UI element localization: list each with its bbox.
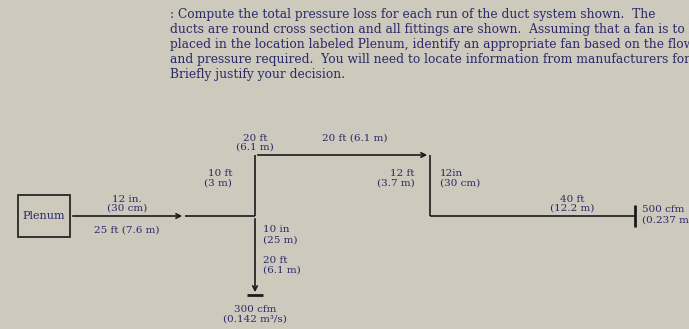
Text: Plenum: Plenum: [23, 211, 65, 221]
Text: 12in: 12in: [440, 168, 463, 178]
Bar: [18, 195, 70, 237]
Text: 10 ft: 10 ft: [207, 168, 232, 178]
Text: 25 ft (7.6 m): 25 ft (7.6 m): [94, 226, 160, 235]
Text: (0.237 m³/s): (0.237 m³/s): [642, 215, 689, 224]
Text: 10 in: 10 in: [263, 225, 289, 234]
Text: 300 cfm: 300 cfm: [234, 305, 276, 314]
Text: (3 m): (3 m): [204, 179, 232, 188]
Text: 20 ft: 20 ft: [243, 134, 267, 143]
Text: 500 cfm: 500 cfm: [642, 206, 684, 215]
Text: (30 cm): (30 cm): [440, 179, 480, 188]
Text: (6.1 m): (6.1 m): [236, 143, 274, 152]
Text: 12 in.: 12 in.: [112, 195, 142, 204]
Text: : Compute the total pressure loss for each run of the duct system shown.  The
du: : Compute the total pressure loss for ea…: [170, 8, 689, 81]
Text: 40 ft: 40 ft: [559, 195, 584, 204]
Text: 20 ft (6.1 m): 20 ft (6.1 m): [322, 134, 388, 143]
Text: (3.7 m): (3.7 m): [378, 179, 415, 188]
Text: (6.1 m): (6.1 m): [263, 266, 301, 275]
Text: (25 m): (25 m): [263, 236, 298, 245]
Text: 12 ft: 12 ft: [391, 168, 415, 178]
Text: 20 ft: 20 ft: [263, 256, 287, 265]
Text: (0.142 m³/s): (0.142 m³/s): [223, 315, 287, 324]
Text: (30 cm): (30 cm): [107, 204, 147, 213]
Text: (12.2 m): (12.2 m): [550, 204, 594, 213]
